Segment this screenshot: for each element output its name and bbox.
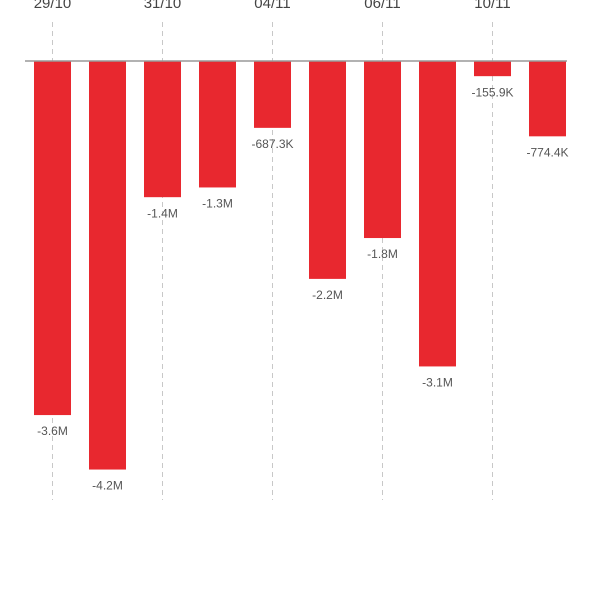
x-tick-label: 06/11 <box>364 0 400 12</box>
bar <box>144 61 181 198</box>
bar <box>474 61 511 77</box>
x-tick-label: 10/11 <box>474 0 510 12</box>
bar <box>309 61 346 279</box>
value-label: -1.8M <box>367 247 398 261</box>
bar <box>89 61 126 470</box>
bar <box>34 61 71 416</box>
x-tick-label: 29/10 <box>34 0 72 12</box>
bar <box>529 61 566 137</box>
value-label: -3.1M <box>422 376 453 390</box>
value-label: -774.4K <box>526 145 568 159</box>
value-label: -2.2M <box>312 288 343 302</box>
x-tick-label: 31/10 <box>144 0 182 12</box>
value-label: -4.2M <box>92 479 123 493</box>
bar <box>199 61 236 188</box>
bar <box>364 61 401 239</box>
value-label: -1.3M <box>202 197 233 211</box>
value-label: -1.4M <box>147 206 178 220</box>
bar <box>254 61 291 128</box>
bar <box>419 61 456 367</box>
x-tick-label: 04/11 <box>254 0 290 12</box>
value-label: -687.3K <box>251 137 293 151</box>
value-label: -3.6M <box>37 424 68 438</box>
value-label: -155.9K <box>471 85 513 99</box>
